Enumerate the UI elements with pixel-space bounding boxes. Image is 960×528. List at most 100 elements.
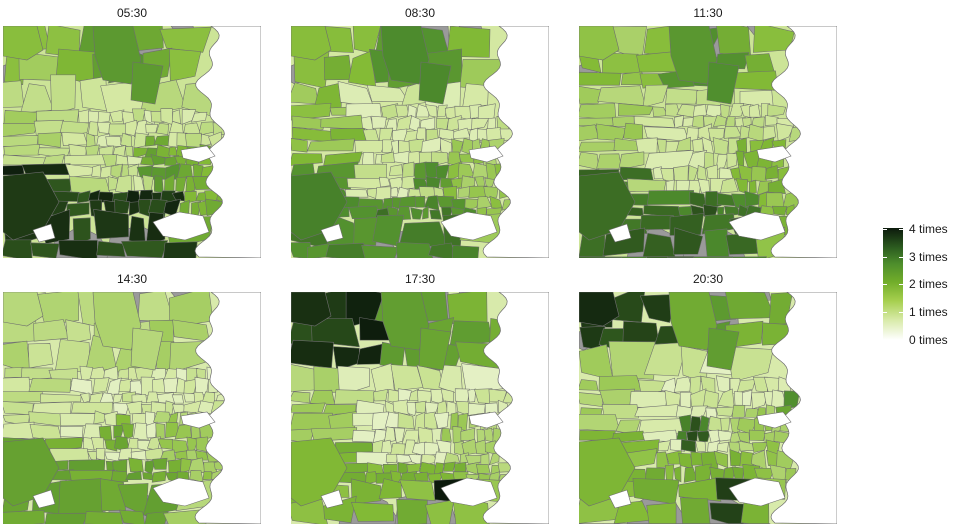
ocean-area (482, 26, 549, 258)
suburb-region (704, 228, 730, 258)
suburb-region (451, 245, 480, 258)
panel-1130: 11:30 (579, 0, 837, 258)
suburb-region (716, 441, 729, 453)
suburb-region (96, 448, 106, 461)
suburb-region (639, 294, 678, 323)
suburb-region (679, 497, 711, 524)
suburb-region (130, 327, 164, 371)
suburb-region (183, 392, 196, 403)
suburb-region (618, 103, 654, 116)
panel-2030: 20:30 (579, 266, 837, 524)
suburb-region (769, 464, 787, 484)
suburb-region (623, 122, 644, 142)
suburb-region (291, 292, 332, 327)
suburb-region (92, 26, 142, 85)
water-body (728, 477, 786, 507)
panel-title: 14:30 (116, 272, 148, 286)
suburb-region (375, 186, 391, 201)
water-body (468, 411, 504, 429)
suburb-region (635, 137, 658, 154)
suburb-region (291, 339, 334, 369)
suburb-region (383, 426, 396, 444)
suburb-region (190, 111, 208, 123)
suburb-region (678, 477, 722, 502)
suburb-region (720, 177, 739, 194)
suburb-region (93, 410, 107, 425)
suburb-region (690, 451, 703, 466)
water-body (152, 477, 210, 507)
suburb-region (172, 403, 186, 414)
suburb-region (676, 136, 691, 152)
suburb-region (64, 154, 106, 166)
suburb-region (354, 140, 387, 155)
suburb-region (579, 71, 622, 86)
suburb-region (468, 402, 486, 416)
suburb-region (483, 186, 499, 198)
suburb-region (579, 292, 620, 327)
suburb-region (394, 427, 406, 444)
water-body (608, 223, 632, 243)
suburb-region (673, 227, 704, 255)
water-body (152, 211, 210, 241)
suburb-region (163, 509, 207, 524)
suburb-region (352, 412, 376, 427)
water-body (180, 411, 216, 429)
suburb-region (389, 164, 404, 176)
suburb-region (418, 61, 452, 105)
suburb-region (696, 430, 711, 442)
suburb-region (717, 429, 733, 442)
water-body (180, 145, 216, 163)
legend-tick (899, 312, 903, 313)
suburb-region (618, 166, 654, 181)
ocean-area (194, 292, 261, 524)
water-body (320, 489, 344, 509)
legend-label: 0 times (909, 333, 948, 347)
suburb-region (49, 448, 90, 462)
legend-label: 4 times (909, 222, 948, 236)
suburb-region (579, 86, 604, 105)
suburb-region (579, 379, 599, 391)
suburb-region (414, 400, 427, 414)
suburb-region (736, 379, 756, 393)
suburb-region (429, 209, 442, 220)
suburb-region (422, 205, 429, 220)
suburb-region (92, 292, 142, 351)
suburb-region (715, 153, 729, 171)
suburb-region (3, 80, 25, 108)
suburb-region (120, 240, 169, 258)
suburb-region (131, 413, 148, 425)
suburb-region (33, 319, 69, 342)
suburb-region (751, 166, 767, 182)
legend-tick (899, 284, 903, 285)
suburb-region (467, 388, 477, 403)
suburb-region (4, 367, 24, 378)
suburb-region (385, 453, 399, 464)
suburb-region (291, 391, 311, 404)
legend-label: 2 times (909, 277, 948, 291)
suburb-region (72, 217, 91, 247)
suburb-region (371, 115, 387, 129)
suburb-region (640, 214, 674, 230)
suburb-region (596, 153, 622, 169)
suburb-region (692, 114, 705, 129)
suburb-region (436, 104, 448, 117)
suburb-region (291, 242, 313, 258)
suburb-region (647, 190, 694, 205)
suburb-region (739, 451, 754, 467)
suburb-region (480, 453, 490, 466)
suburb-region (762, 125, 776, 141)
suburb-region (3, 165, 25, 176)
suburb-region (92, 377, 110, 394)
suburb-region (163, 377, 179, 393)
suburb-region (749, 429, 766, 442)
suburb-region (323, 151, 363, 166)
suburb-region (334, 442, 375, 454)
suburb-region (323, 495, 357, 524)
suburb-region (380, 292, 430, 351)
choropleth-map (579, 292, 837, 524)
suburb-region (3, 26, 44, 61)
suburb-region (133, 422, 149, 441)
suburb-region (613, 138, 641, 151)
suburb-region (668, 26, 718, 85)
legend-tick (899, 229, 903, 230)
